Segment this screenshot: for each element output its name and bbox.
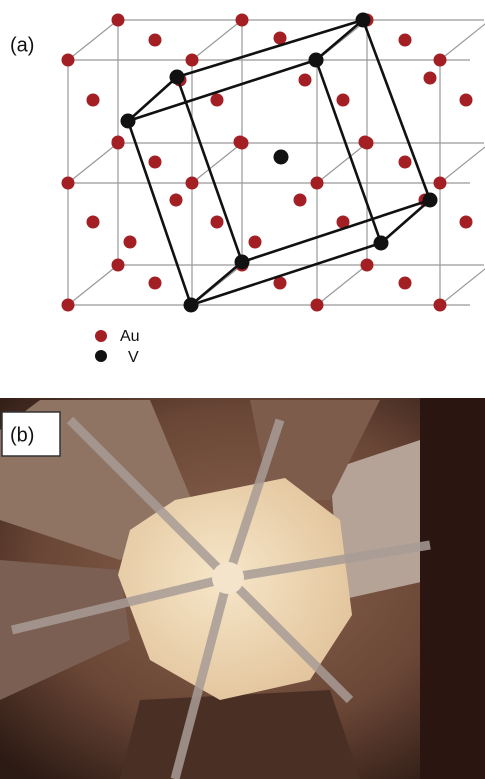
- lattice: [62, 13, 485, 313]
- au-atom: [359, 136, 372, 149]
- v-atom: [309, 53, 324, 68]
- au-atom: [434, 54, 447, 67]
- v-atom: [235, 255, 250, 270]
- lattice-line: [242, 200, 430, 262]
- au-atom: [434, 177, 447, 190]
- lattice-line: [192, 143, 242, 183]
- au-atom: [112, 136, 125, 149]
- lattice-line: [177, 20, 363, 77]
- au-atom: [399, 34, 412, 47]
- sample-center: [212, 562, 244, 594]
- legend-label: V: [128, 349, 139, 366]
- au-atom: [112, 14, 125, 27]
- au-atom: [337, 94, 350, 107]
- au-atom: [170, 194, 183, 207]
- page: (a) Au V (b) (() => { const data = JSON.…: [0, 0, 485, 779]
- au-atom: [211, 94, 224, 107]
- au-atom: [62, 177, 75, 190]
- au-atom: [236, 14, 249, 27]
- v-atom: [121, 114, 136, 129]
- lattice-line: [381, 200, 430, 243]
- figure: (a) Au V (b): [0, 0, 485, 779]
- au-atom: [124, 236, 137, 249]
- v-atom: [374, 236, 389, 251]
- lattice-line: [440, 20, 485, 60]
- au-atom: [186, 177, 199, 190]
- lattice-line: [440, 143, 485, 183]
- lattice-line: [128, 60, 316, 121]
- legend-marker: [95, 330, 107, 342]
- lattice-line: [317, 143, 367, 183]
- v-atom: [170, 70, 185, 85]
- au-atom: [299, 74, 312, 87]
- v-atom: [274, 150, 289, 165]
- anvil-facet: [120, 690, 360, 779]
- v-atom: [356, 13, 371, 28]
- lattice-line: [363, 20, 430, 200]
- au-atom: [434, 299, 447, 312]
- au-atom: [234, 136, 247, 149]
- photo-edge: [420, 398, 485, 779]
- legend-label: Au: [120, 328, 140, 345]
- v-atom: [184, 298, 199, 313]
- au-atom: [87, 94, 100, 107]
- panel-label: (a): [10, 34, 34, 56]
- lattice-line: [177, 77, 242, 262]
- v-atom: [423, 193, 438, 208]
- au-atom: [186, 54, 199, 67]
- panel-label: (b): [10, 424, 34, 446]
- lattice-line: [128, 121, 191, 305]
- au-atom: [62, 54, 75, 67]
- lattice-line: [68, 20, 118, 60]
- au-atom: [87, 216, 100, 229]
- au-atom: [311, 177, 324, 190]
- au-atom: [112, 259, 125, 272]
- lattice-line: [68, 143, 118, 183]
- au-atom: [424, 72, 437, 85]
- au-atom: [311, 299, 324, 312]
- lattice-line: [316, 60, 381, 243]
- lattice-line: [317, 265, 367, 305]
- lattice-line: [68, 265, 118, 305]
- au-atom: [249, 236, 262, 249]
- lattice-line: [440, 265, 485, 305]
- au-atom: [149, 277, 162, 290]
- au-atom: [460, 94, 473, 107]
- photo: (b): [0, 398, 485, 779]
- au-atom: [399, 277, 412, 290]
- au-atom: [211, 216, 224, 229]
- lattice-line: [191, 243, 381, 305]
- au-atom: [294, 194, 307, 207]
- au-atom: [274, 32, 287, 45]
- lattice-line: [191, 262, 242, 305]
- au-atom: [62, 299, 75, 312]
- au-atom: [149, 156, 162, 169]
- lattice-line: [192, 20, 242, 60]
- legend-marker: [95, 350, 107, 362]
- au-atom: [399, 156, 412, 169]
- au-atom: [149, 34, 162, 47]
- au-atom: [460, 216, 473, 229]
- au-atom: [361, 259, 374, 272]
